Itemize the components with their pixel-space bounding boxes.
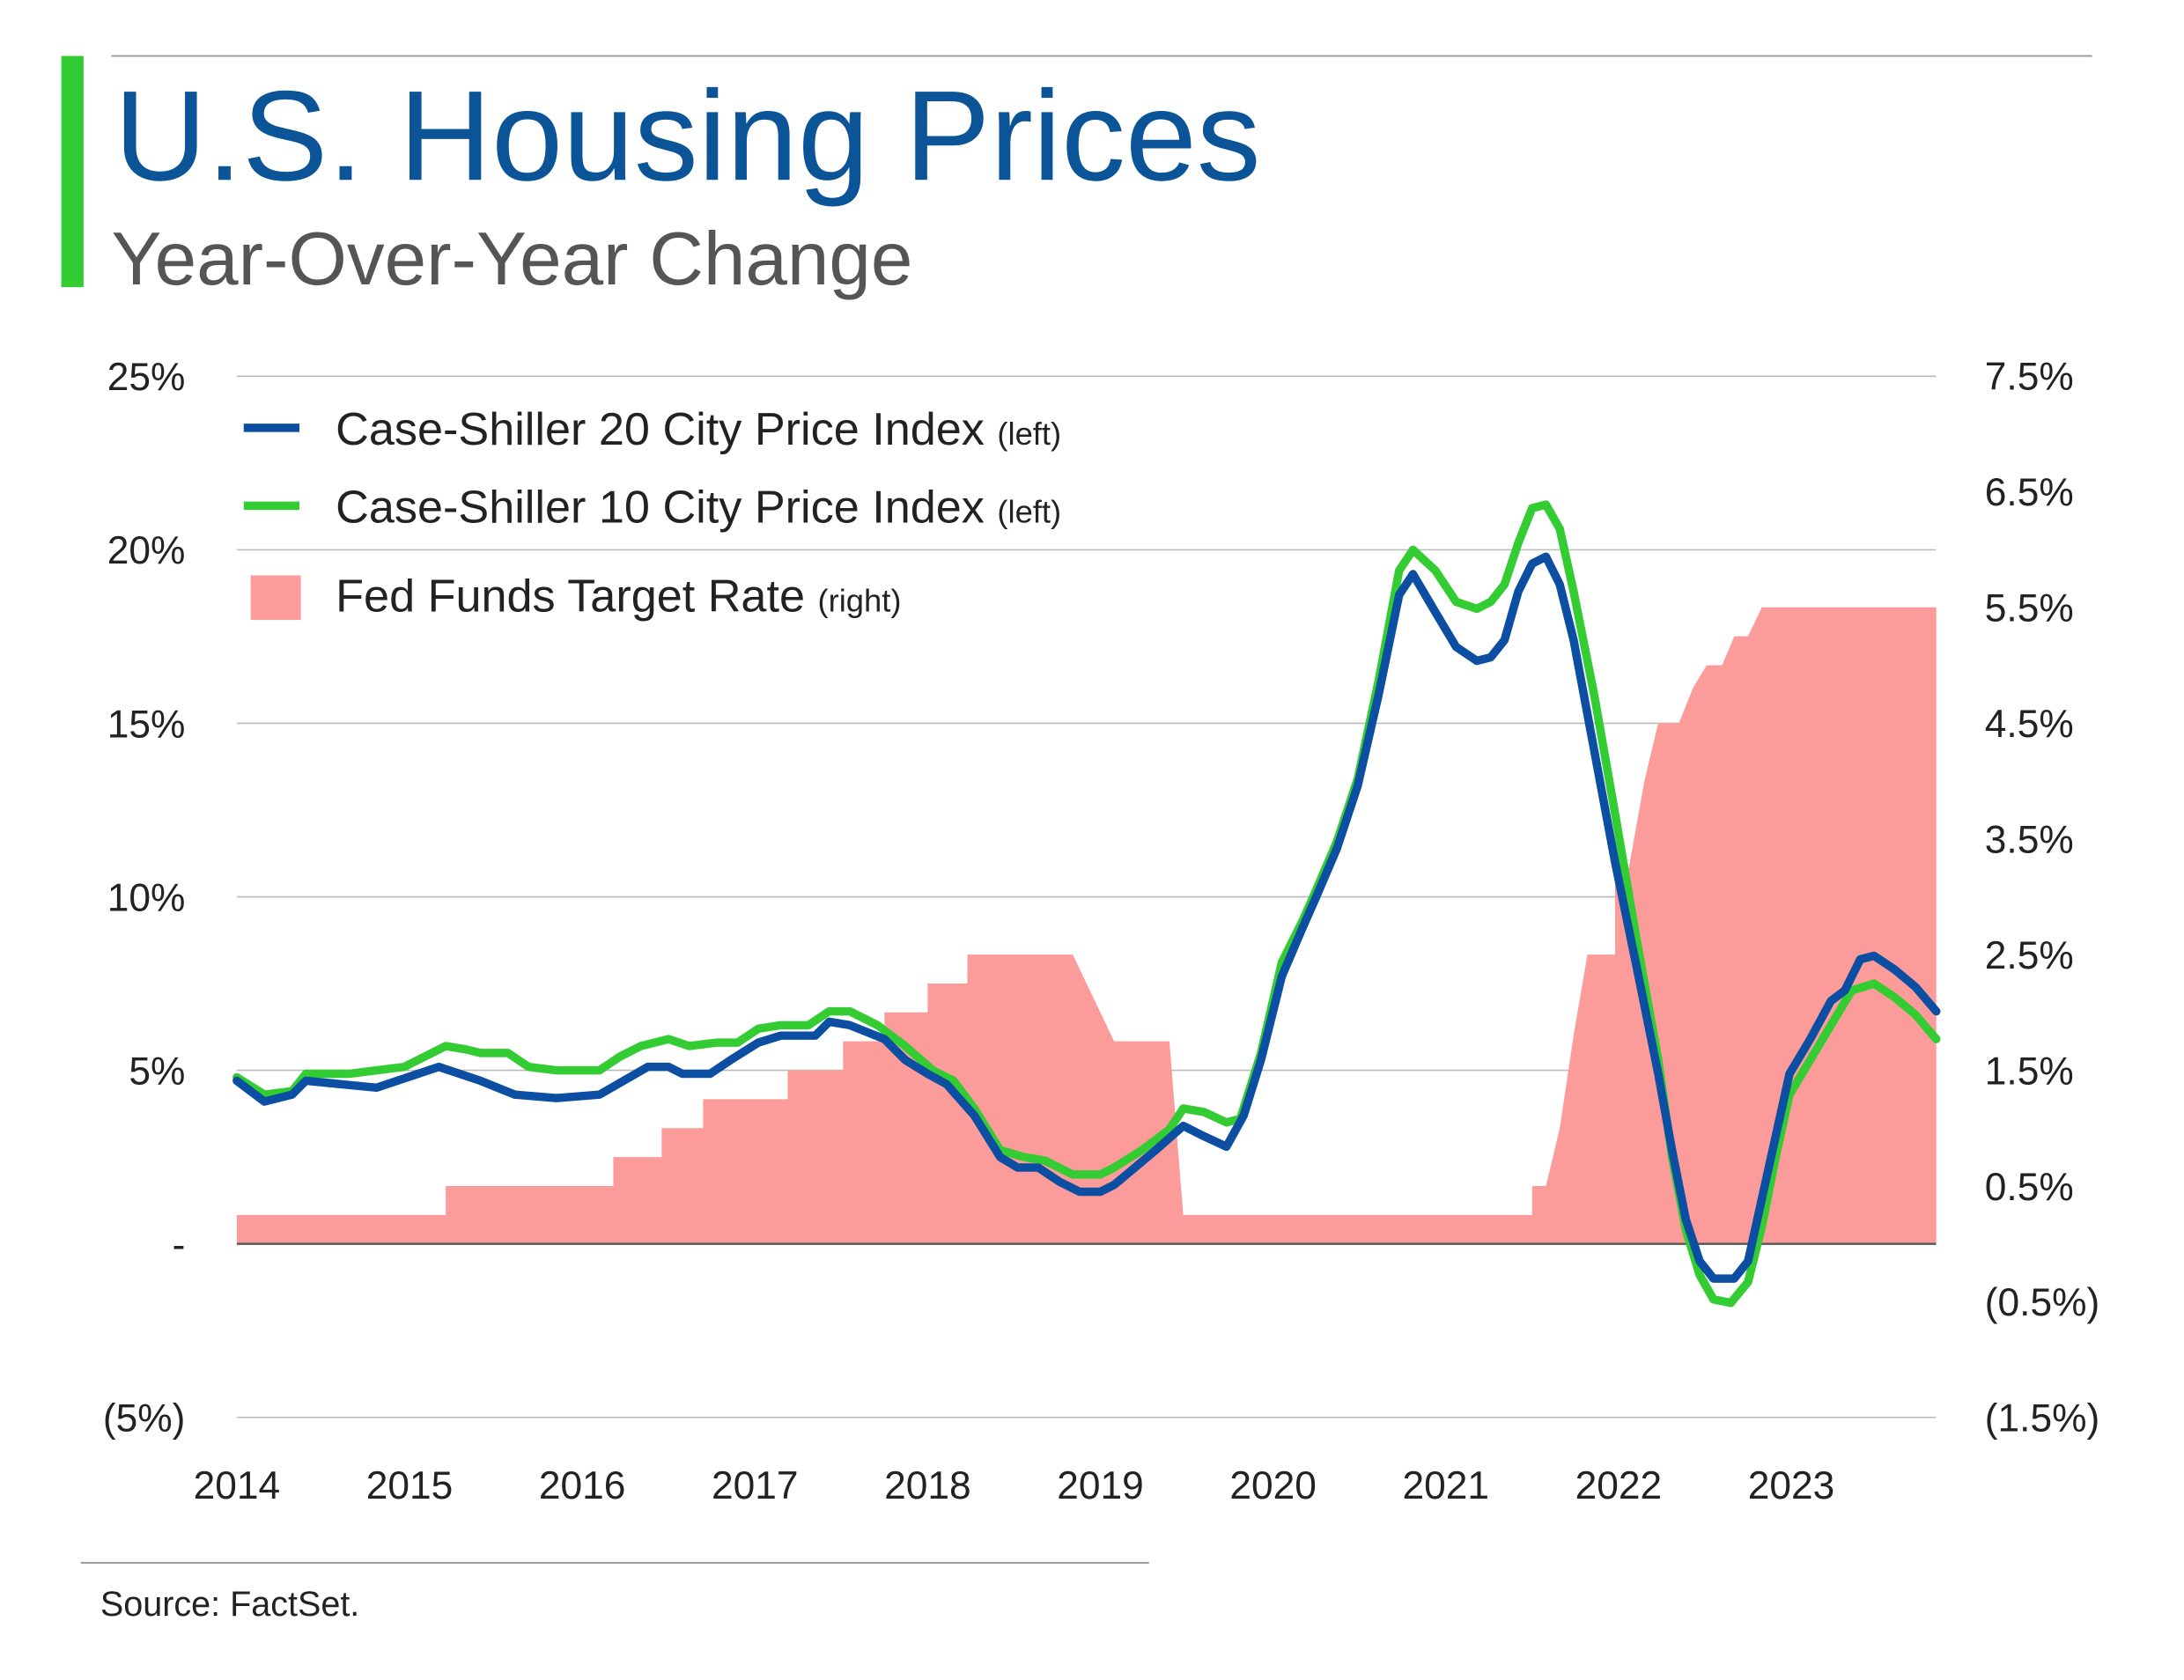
page-subtitle: Year-Over-Year Change (112, 217, 913, 301)
right-tick-label: 4.5% (1985, 703, 2074, 746)
right-tick-label: 2.5% (1985, 934, 2074, 977)
legend-axis-note: (left) (997, 493, 1061, 529)
legend-item-cs20: Case-Shiller 20 City Price Index (left) (243, 404, 1061, 455)
legend-name: Fed Funds Target Rate (336, 571, 805, 623)
fed-funds-area-layer (236, 607, 1937, 1244)
right-tick-label: 0.5% (1985, 1166, 2074, 1209)
right-axis: 7.5% 6.5% 5.5% 4.5% 3.5% 2.5% 1.5% 0.5% (0.5%) (1… (1985, 356, 2099, 1441)
right-tick-label: 5.5% (1985, 587, 2074, 630)
x-tick-label: 2018 (884, 1464, 970, 1507)
x-tick-label: 2023 (1748, 1464, 1834, 1507)
legend-item-fed: Fed Funds Target Rate (right) (250, 571, 901, 623)
legend-axis-note: (right) (817, 583, 901, 619)
x-axis: 2014 2015 2016 2017 2018 2019 2020 2021 2022 2023 (194, 1464, 1835, 1507)
x-tick-label: 2022 (1575, 1464, 1662, 1507)
right-tick-label: (1.5%) (1985, 1397, 2099, 1441)
legend-label-cs10: Case-Shiller 10 City Price Index (left) (336, 482, 1061, 533)
x-tick-label: 2017 (712, 1464, 798, 1507)
accent-bar (61, 55, 84, 288)
fed-funds-area (236, 607, 1937, 1244)
page-title: U.S. Housing Prices (114, 63, 1261, 207)
series-lines-layer (232, 500, 1941, 1308)
x-tick-label: 2020 (1229, 1464, 1316, 1507)
legend-label-fed: Fed Funds Target Rate (right) (336, 571, 901, 623)
left-axis: 25% 20% 15% 10% 5% - (5%) (103, 356, 185, 1440)
source-note: Source: FactSet. (100, 1585, 359, 1624)
legend-name: Case-Shiller 20 City Price Index (336, 404, 985, 455)
legend-axis-note: (left) (997, 416, 1061, 452)
right-tick-label: 3.5% (1985, 818, 2074, 861)
right-tick-label: 7.5% (1985, 356, 2074, 399)
legend-label-cs20: Case-Shiller 20 City Price Index (left) (336, 404, 1061, 455)
x-tick-label: 2015 (366, 1464, 453, 1507)
left-tick-label: (5%) (103, 1397, 185, 1441)
right-tick-label: (0.5%) (1985, 1281, 2099, 1324)
left-tick-label: 25% (107, 356, 186, 399)
right-tick-label: 1.5% (1985, 1050, 2074, 1093)
x-tick-label: 2016 (539, 1464, 625, 1507)
left-tick-label: 20% (107, 529, 186, 572)
legend-item-cs10: Case-Shiller 10 City Price Index (left) (243, 482, 1061, 533)
cs20-line (232, 552, 1941, 1283)
x-tick-label: 2014 (194, 1464, 280, 1507)
left-tick-label: 10% (107, 876, 186, 919)
x-tick-label: 2021 (1402, 1464, 1488, 1507)
legend-swatch-fed (250, 575, 301, 621)
left-tick-label: - (173, 1223, 186, 1266)
x-tick-label: 2019 (1057, 1464, 1143, 1507)
legend-name: Case-Shiller 10 City Price Index (336, 482, 985, 533)
right-tick-label: 6.5% (1985, 471, 2074, 514)
left-tick-label: 5% (129, 1050, 185, 1093)
legend: Case-Shiller 20 City Price Index (left) … (243, 404, 1061, 623)
left-tick-label: 15% (107, 703, 186, 746)
